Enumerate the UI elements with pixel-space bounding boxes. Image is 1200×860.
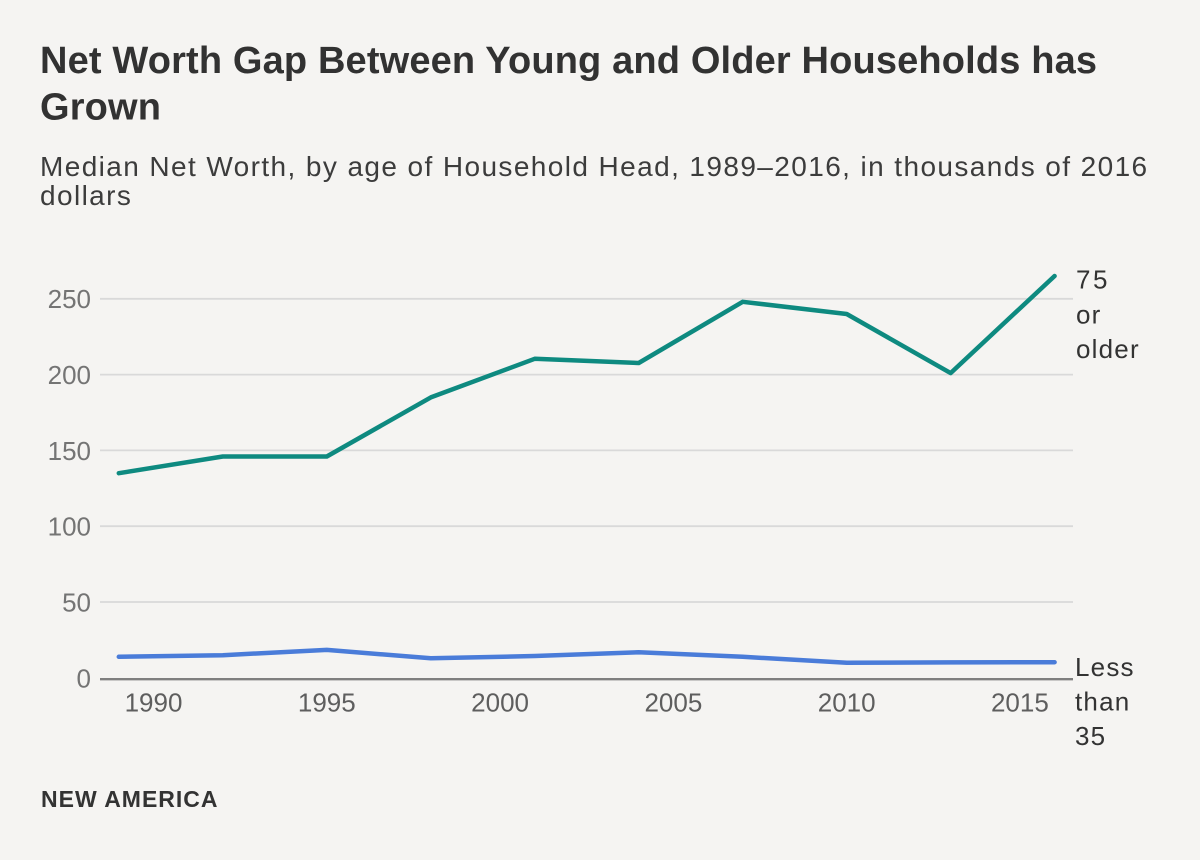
svg-text:Grown: Grown xyxy=(40,87,161,129)
svg-text:2010: 2010 xyxy=(818,688,876,718)
svg-text:100: 100 xyxy=(48,512,91,542)
svg-text:Less: Less xyxy=(1075,652,1135,682)
svg-text:2000: 2000 xyxy=(471,688,529,718)
svg-text:Median Net Worth, by age of Ho: Median Net Worth, by age of Household He… xyxy=(40,151,1149,182)
svg-text:dollars: dollars xyxy=(40,180,132,211)
svg-text:1995: 1995 xyxy=(298,688,356,718)
svg-text:1990: 1990 xyxy=(125,688,183,718)
svg-text:0: 0 xyxy=(77,663,91,693)
svg-text:35: 35 xyxy=(1075,721,1106,751)
svg-text:Net Worth Gap Between Young an: Net Worth Gap Between Young and Older Ho… xyxy=(40,40,1097,82)
svg-text:older: older xyxy=(1076,334,1140,364)
svg-text:2015: 2015 xyxy=(991,688,1049,718)
svg-text:or: or xyxy=(1076,299,1102,329)
svg-text:250: 250 xyxy=(48,284,91,314)
svg-text:than: than xyxy=(1075,687,1130,717)
svg-text:50: 50 xyxy=(62,587,91,617)
svg-text:200: 200 xyxy=(48,360,91,390)
svg-text:75: 75 xyxy=(1076,265,1110,295)
svg-text:2005: 2005 xyxy=(644,688,702,718)
svg-text:150: 150 xyxy=(48,436,91,466)
svg-text:NEW AMERICA: NEW AMERICA xyxy=(41,786,219,812)
